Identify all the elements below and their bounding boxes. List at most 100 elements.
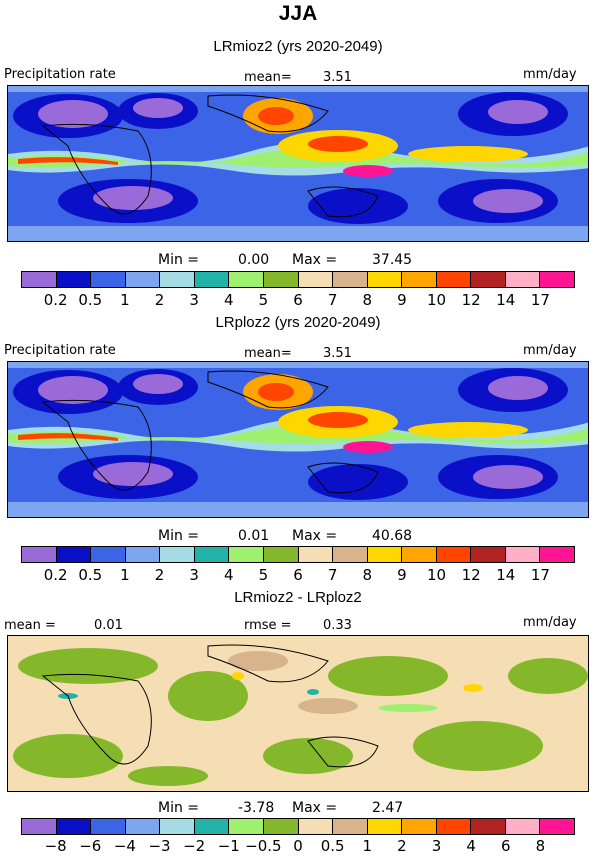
colorbar-tick-label: 4	[223, 566, 234, 584]
colorbar-swatch	[471, 547, 506, 562]
colorbar-swatch	[194, 272, 230, 287]
colorbar-tick-label: 6	[293, 291, 303, 309]
colorbar-swatch	[22, 819, 57, 834]
colorbar-swatch	[229, 819, 264, 834]
colorbar-tick-label: 14	[496, 566, 516, 584]
panel-2-mean-value: 3.51	[323, 346, 352, 361]
panel-1-min-value: 0.00	[238, 252, 270, 268]
panel-2-colorbar	[21, 546, 575, 563]
panel-1-mean-value: 3.51	[323, 70, 352, 85]
colorbar-swatch	[402, 272, 437, 287]
colorbar-swatch	[540, 547, 574, 562]
figure-title: JJA	[278, 2, 318, 25]
colorbar-tick-label: −0.5	[245, 837, 282, 855]
colorbar-tick-label: 2	[154, 566, 165, 584]
panel-3-colorbar	[21, 818, 575, 835]
panel-1-colorbar	[21, 271, 575, 288]
colorbar-swatch	[298, 272, 334, 287]
colorbar-tick-label: 0.2	[43, 566, 68, 584]
colorbar-tick-label: 7	[327, 566, 338, 584]
colorbar-swatch	[56, 547, 92, 562]
colorbar-tick-label: 8	[362, 566, 373, 584]
colorbar-swatch	[471, 272, 506, 287]
panel-2-max-label: Max =	[292, 528, 338, 544]
colorbar-swatch	[333, 819, 368, 834]
colorbar-tick-label: −6	[79, 837, 102, 855]
panel-1-units: mm/day	[523, 67, 577, 82]
colorbar-swatch	[333, 272, 368, 287]
panel-2-variable-label: Precipitation rate	[4, 343, 116, 358]
colorbar-tick-label: 9	[397, 566, 407, 584]
colorbar-swatch	[298, 819, 334, 834]
panel-3-max-value: 2.47	[372, 800, 404, 816]
colorbar-tick-label: 0.2	[43, 291, 68, 309]
colorbar-tick-label: 4	[223, 291, 234, 309]
panel-3-difference-map	[7, 635, 589, 792]
colorbar-tick-label: 6	[293, 566, 303, 584]
colorbar-tick-label: 3	[189, 291, 199, 309]
panel-2-precip-map	[7, 361, 589, 518]
colorbar-tick-label: −8	[44, 837, 67, 855]
colorbar-swatch	[125, 547, 161, 562]
panel-1-max-label: Max =	[292, 252, 338, 268]
colorbar-tick-label: 3	[189, 566, 199, 584]
colorbar-swatch	[367, 819, 403, 834]
panel-3-max-label: Max =	[292, 800, 338, 816]
panel-3-mean-value: 0.01	[94, 618, 123, 633]
colorbar-tick-label: 2	[397, 837, 407, 855]
colorbar-swatch	[91, 272, 126, 287]
panel-3-rmse-label: rmse =	[244, 618, 292, 633]
colorbar-swatch	[471, 819, 506, 834]
panel-3-min-label: Min =	[158, 800, 200, 816]
colorbar-swatch	[91, 547, 126, 562]
colorbar-swatch	[160, 547, 195, 562]
colorbar-swatch	[194, 819, 230, 834]
colorbar-swatch	[22, 272, 57, 287]
colorbar-tick-label: 2	[154, 291, 165, 309]
colorbar-swatch	[333, 547, 368, 562]
colorbar-swatch	[367, 272, 403, 287]
colorbar-swatch	[540, 819, 574, 834]
colorbar-tick-label: 8	[362, 291, 373, 309]
colorbar-swatch	[298, 547, 334, 562]
panel-1-min-label: Min =	[158, 252, 200, 268]
colorbar-swatch	[229, 272, 264, 287]
colorbar-swatch	[367, 547, 403, 562]
colorbar-tick-label: 5	[258, 291, 269, 309]
panel-2-title: LRploz2 (yrs 2020-2049)	[215, 314, 381, 331]
panel-3-rmse-value: 0.33	[323, 618, 352, 633]
colorbar-swatch	[229, 547, 264, 562]
colorbar-swatch	[125, 272, 161, 287]
colorbar-tick-label: 8	[535, 837, 546, 855]
panel-2-min-value: 0.01	[238, 528, 270, 544]
colorbar-tick-label: 0.5	[78, 566, 103, 584]
panel-2-units: mm/day	[523, 343, 577, 358]
panel-3-title: LRmioz2 - LRploz2	[234, 589, 362, 606]
colorbar-swatch	[160, 272, 195, 287]
colorbar-tick-label: 9	[397, 291, 407, 309]
colorbar-swatch	[56, 819, 92, 834]
colorbar-swatch	[194, 547, 230, 562]
colorbar-tick-label: 17	[530, 566, 550, 584]
colorbar-swatch	[125, 819, 161, 834]
colorbar-tick-label: 12	[461, 291, 481, 309]
colorbar-tick-label: −3	[148, 837, 171, 855]
colorbar-tick-label: 10	[426, 291, 447, 309]
colorbar-swatch	[22, 547, 57, 562]
panel-1-title: LRmioz2 (yrs 2020-2049)	[213, 38, 383, 55]
colorbar-swatch	[436, 819, 472, 834]
colorbar-swatch	[436, 272, 472, 287]
colorbar-tick-label: 12	[461, 566, 481, 584]
colorbar-tick-label: 3	[431, 837, 442, 855]
colorbar-swatch	[436, 547, 472, 562]
colorbar-tick-label: 17	[530, 291, 550, 309]
panel-1-colorbar-ticks: 0.2 0.5 1 2 3 4 5 6 7 8 9 10 12 14 17	[21, 291, 575, 309]
colorbar-tick-label: 0	[293, 837, 303, 855]
panel-1-mean-label: mean=	[244, 70, 292, 85]
panel-3-units: mm/day	[523, 615, 577, 630]
colorbar-swatch	[505, 272, 541, 287]
colorbar-tick-label: 10	[426, 566, 447, 584]
panel-3-min-value: -3.78	[238, 800, 275, 816]
colorbar-swatch	[505, 547, 541, 562]
colorbar-tick-label: 4	[466, 837, 476, 855]
